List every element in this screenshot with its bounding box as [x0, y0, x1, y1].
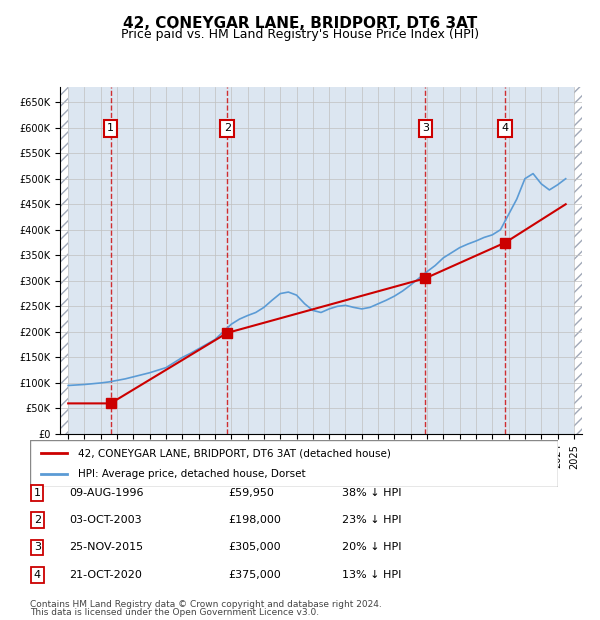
Text: 23% ↓ HPI: 23% ↓ HPI — [342, 515, 401, 525]
Text: 38% ↓ HPI: 38% ↓ HPI — [342, 488, 401, 498]
Text: 3: 3 — [34, 542, 41, 552]
Text: 09-AUG-1996: 09-AUG-1996 — [69, 488, 143, 498]
Text: Contains HM Land Registry data © Crown copyright and database right 2024.: Contains HM Land Registry data © Crown c… — [30, 600, 382, 609]
Text: 42, CONEYGAR LANE, BRIDPORT, DT6 3AT (detached house): 42, CONEYGAR LANE, BRIDPORT, DT6 3AT (de… — [77, 448, 391, 458]
Bar — [60, 87, 68, 434]
Text: £375,000: £375,000 — [228, 570, 281, 580]
Text: 13% ↓ HPI: 13% ↓ HPI — [342, 570, 401, 580]
Text: 4: 4 — [502, 123, 509, 133]
Text: HPI: Average price, detached house, Dorset: HPI: Average price, detached house, Dors… — [77, 469, 305, 479]
Text: 4: 4 — [34, 570, 41, 580]
Text: £305,000: £305,000 — [228, 542, 281, 552]
Text: 25-NOV-2015: 25-NOV-2015 — [69, 542, 143, 552]
Text: Price paid vs. HM Land Registry's House Price Index (HPI): Price paid vs. HM Land Registry's House … — [121, 28, 479, 41]
Text: 2: 2 — [34, 515, 41, 525]
Text: 1: 1 — [34, 488, 41, 498]
Text: 2: 2 — [224, 123, 231, 133]
Text: 21-OCT-2020: 21-OCT-2020 — [69, 570, 142, 580]
Text: 03-OCT-2003: 03-OCT-2003 — [69, 515, 142, 525]
FancyBboxPatch shape — [30, 440, 558, 487]
Text: 3: 3 — [422, 123, 429, 133]
Text: This data is licensed under the Open Government Licence v3.0.: This data is licensed under the Open Gov… — [30, 608, 319, 617]
Text: 20% ↓ HPI: 20% ↓ HPI — [342, 542, 401, 552]
Bar — [574, 87, 582, 434]
Text: £59,950: £59,950 — [228, 488, 274, 498]
Text: 42, CONEYGAR LANE, BRIDPORT, DT6 3AT: 42, CONEYGAR LANE, BRIDPORT, DT6 3AT — [123, 16, 477, 30]
Text: 1: 1 — [107, 123, 114, 133]
Text: £198,000: £198,000 — [228, 515, 281, 525]
